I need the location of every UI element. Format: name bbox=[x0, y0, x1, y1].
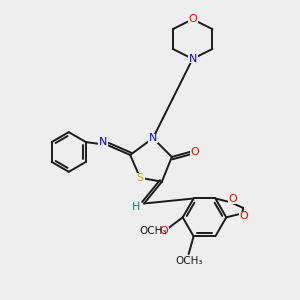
Text: O: O bbox=[190, 147, 199, 157]
FancyBboxPatch shape bbox=[135, 173, 145, 182]
Text: O: O bbox=[160, 226, 168, 236]
Text: O: O bbox=[188, 14, 197, 24]
Text: N: N bbox=[149, 133, 157, 143]
FancyBboxPatch shape bbox=[239, 212, 249, 221]
Text: N: N bbox=[99, 137, 108, 147]
FancyBboxPatch shape bbox=[188, 15, 198, 24]
FancyBboxPatch shape bbox=[177, 256, 200, 266]
FancyBboxPatch shape bbox=[98, 138, 108, 146]
Text: O: O bbox=[240, 212, 248, 221]
Text: S: S bbox=[136, 173, 144, 183]
FancyBboxPatch shape bbox=[228, 195, 238, 204]
FancyBboxPatch shape bbox=[190, 148, 200, 156]
Text: O: O bbox=[229, 194, 238, 205]
Text: OCH₃: OCH₃ bbox=[175, 256, 202, 266]
FancyBboxPatch shape bbox=[188, 54, 198, 63]
FancyBboxPatch shape bbox=[141, 227, 165, 236]
Text: H: H bbox=[132, 202, 140, 212]
Text: N: N bbox=[188, 54, 197, 64]
Text: OCH₃: OCH₃ bbox=[139, 226, 167, 236]
FancyBboxPatch shape bbox=[131, 203, 141, 212]
FancyBboxPatch shape bbox=[159, 227, 169, 236]
FancyBboxPatch shape bbox=[148, 134, 158, 142]
